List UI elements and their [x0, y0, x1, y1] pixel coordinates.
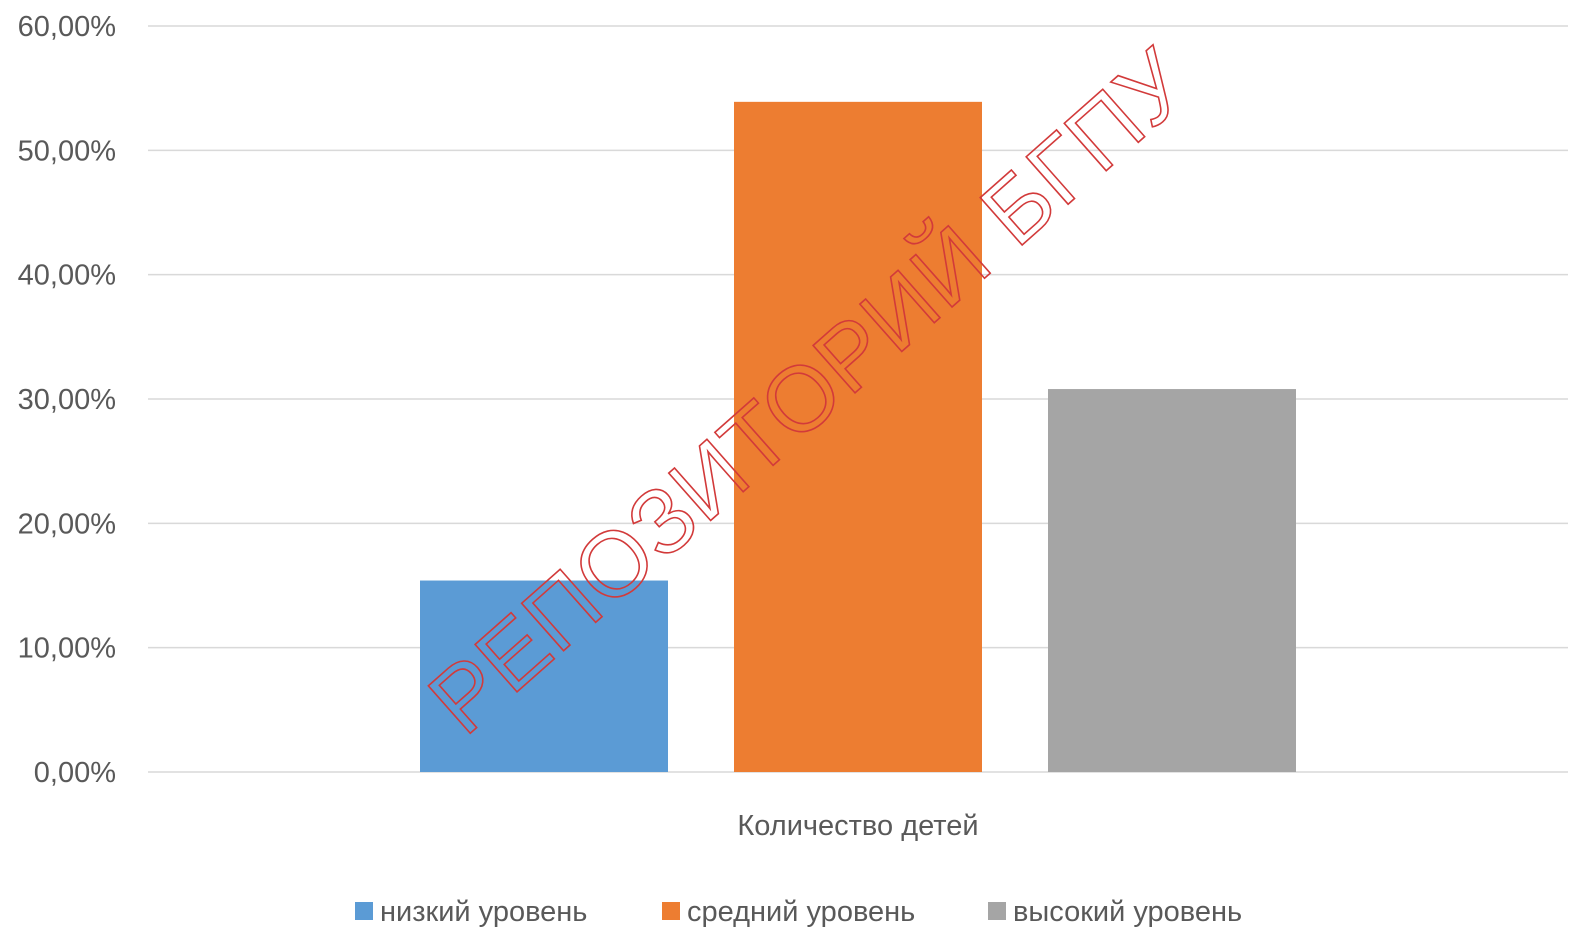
legend: низкий уровень средний уровень высокий уро… — [355, 896, 1242, 928]
bar-medium — [734, 101, 982, 773]
legend-swatch — [355, 902, 373, 920]
y-tick-label: 0,00% — [34, 757, 116, 789]
y-axis-tick-labels: 0,00% 10,00% 20,00% 30,00% 40,00% 50,00% 60,00… — [18, 11, 116, 789]
y-tick-label: 60,00% — [18, 11, 116, 43]
legend-label: высокий уровень — [1013, 896, 1242, 928]
y-tick-label: 40,00% — [18, 260, 116, 292]
bars — [420, 101, 1296, 773]
legend-item: низкий уровень — [355, 896, 587, 928]
legend-swatch — [662, 902, 680, 920]
y-tick-label: 10,00% — [18, 633, 116, 665]
y-tick-label: 50,00% — [18, 135, 116, 167]
x-axis-category-labels: Количество детей — [737, 810, 978, 842]
bar-low — [420, 580, 668, 772]
legend-item: высокий уровень — [988, 896, 1242, 928]
bar-high — [1048, 389, 1296, 772]
legend-label: низкий уровень — [380, 896, 587, 928]
legend-item: средний уровень — [662, 896, 915, 928]
y-tick-label: 30,00% — [18, 384, 116, 416]
y-tick-label: 20,00% — [18, 508, 116, 540]
legend-label: средний уровень — [687, 896, 915, 928]
legend-swatch — [988, 902, 1006, 920]
x-category-label: Количество детей — [737, 810, 978, 842]
